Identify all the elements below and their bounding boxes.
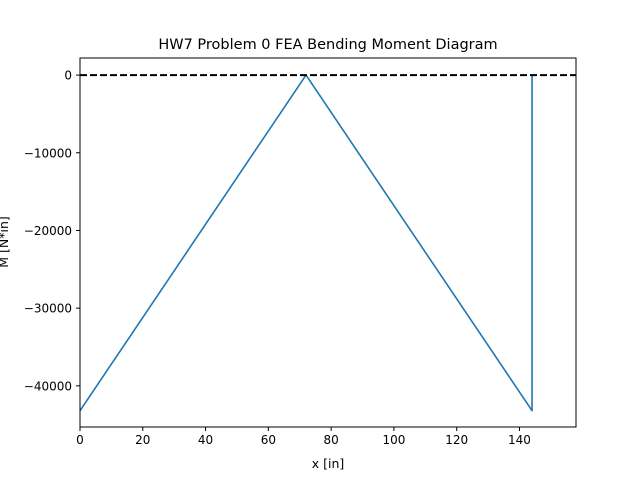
x-tick-label: 40: [198, 433, 213, 447]
x-tick-label: 140: [508, 433, 531, 447]
axis-ticks: 0 20 40 60 80 100 120 140 0 −10000 −20000 −30000 −40…: [24, 69, 531, 447]
axes-frame: [79, 57, 577, 428]
x-tick-label: 20: [135, 433, 150, 447]
chart-title: HW7 Problem 0 FEA Bending Moment Diagram: [158, 37, 497, 53]
y-tick-label: −40000: [24, 379, 72, 393]
y-tick-label: −20000: [24, 224, 72, 238]
x-tick-label: 80: [323, 433, 338, 447]
x-tick-label: 0: [76, 433, 84, 447]
moment-series-line: [79, 74, 533, 412]
y-tick-label: 0: [64, 69, 72, 83]
y-axis-label: M [N*in]: [0, 216, 11, 268]
x-tick-label: 60: [261, 433, 276, 447]
y-tick-label: −30000: [24, 302, 72, 316]
x-tick-label: 100: [382, 433, 405, 447]
plot-area: [79, 74, 576, 412]
x-tick-label: 120: [445, 433, 468, 447]
x-axis-label: x [in]: [312, 456, 345, 471]
y-tick-label: −10000: [24, 146, 72, 160]
